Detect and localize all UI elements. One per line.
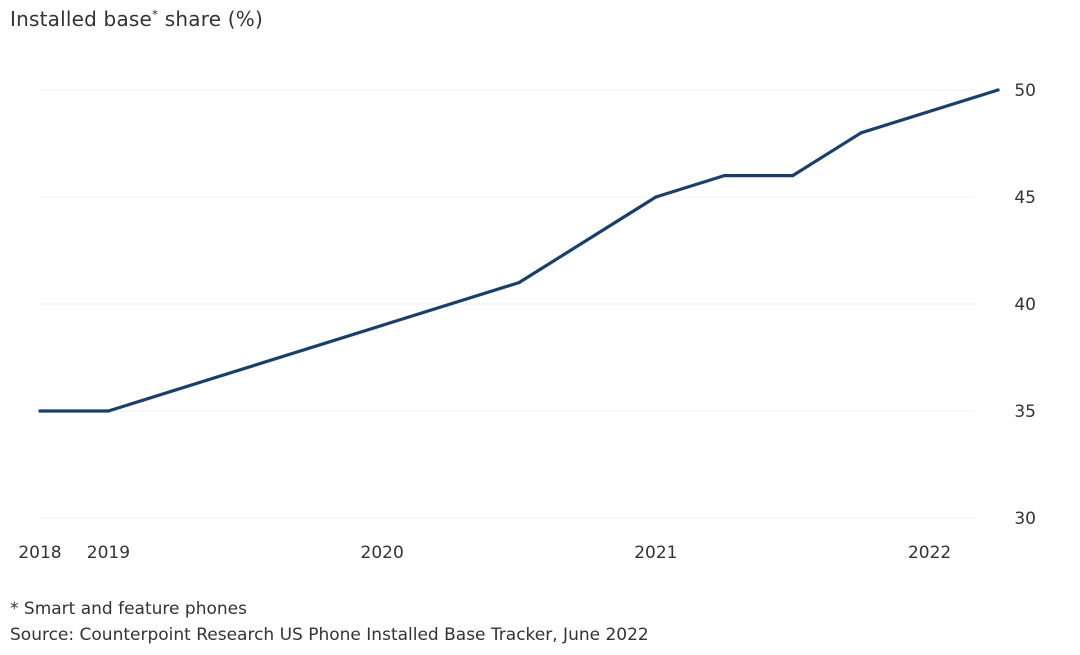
x-tick-label: 2020	[361, 543, 404, 563]
data-point	[722, 174, 726, 178]
x-tick-label: 2022	[908, 543, 951, 563]
y-tick-label: 50	[1014, 81, 1036, 101]
data-point	[791, 174, 795, 178]
x-tick-label: 2018	[18, 543, 61, 563]
footnote: * Smart and feature phones	[10, 599, 247, 619]
series-line	[38, 88, 1000, 413]
x-tick-label: 2019	[87, 543, 130, 563]
y-axis-ticks: 30 35 40 45 50	[1014, 81, 1036, 529]
data-point	[106, 409, 111, 413]
data-point	[996, 88, 1000, 92]
data-point	[380, 323, 384, 327]
y-tick-label: 35	[1014, 402, 1036, 422]
x-axis-ticks: 2018 2019 2020 2021 2022	[18, 543, 951, 563]
gridlines	[40, 89, 975, 519]
y-tick-label: 40	[1014, 295, 1036, 315]
chart-title: Installed base* share (%)	[10, 7, 264, 31]
source-note: Source: Counterpoint Research US Phone I…	[10, 625, 649, 645]
data-point	[654, 195, 658, 199]
y-tick-label: 30	[1014, 509, 1036, 529]
series-group	[38, 88, 1000, 413]
data-point	[517, 281, 521, 285]
y-tick-label: 45	[1014, 188, 1036, 208]
data-point	[859, 131, 863, 135]
data-point	[38, 409, 42, 413]
x-tick-label: 2021	[634, 543, 677, 563]
